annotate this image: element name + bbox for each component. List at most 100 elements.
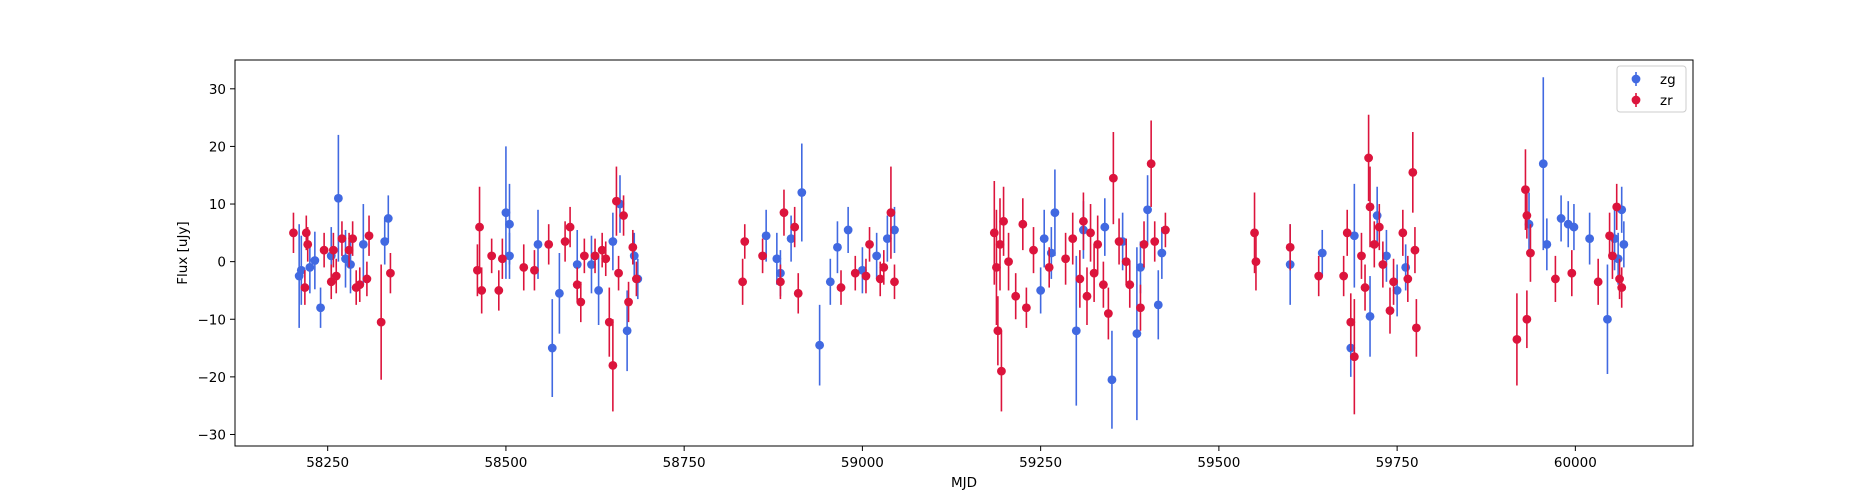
point-zg-65 [1556,214,1566,223]
point-zr-20 [487,251,497,261]
point-zr-60 [995,239,1005,249]
point-zg-2 [305,263,315,272]
point-zr-9 [344,245,354,255]
point-zr-21 [494,286,504,295]
point-zg-43 [1071,326,1081,336]
legend-label-zg: zg [1660,72,1676,88]
y-axis-label: Flux [uJy] [175,221,191,284]
point-zr-57 [989,228,999,238]
point-zr-78 [1103,309,1113,318]
x-axis-label: MJD [951,475,977,491]
point-zg-24 [629,251,639,261]
point-zr-26 [560,237,570,246]
point-zr-103 [1385,306,1395,316]
point-zg-15 [533,239,543,249]
point-zr-3 [303,239,313,249]
point-zr-6 [328,245,338,255]
point-zr-16 [386,268,395,278]
point-zg-58 [1372,211,1382,220]
point-zr-114 [1526,248,1535,258]
legend-marker-zg [1631,74,1641,84]
point-zg-32 [825,277,835,287]
point-zr-67 [1029,245,1038,255]
point-zg-16 [547,343,557,353]
point-zr-66 [1021,303,1031,313]
point-zr-23 [519,263,529,272]
legend-label-zr: zr [1660,93,1673,109]
point-zg-57 [1365,311,1375,321]
point-zg-23 [622,326,632,336]
point-zg-19 [587,260,596,269]
point-zr-53 [875,274,885,284]
point-zg-8 [346,260,355,269]
legend-marker-zr [1631,95,1641,105]
point-zr-112 [1522,211,1532,220]
point-zr-27 [565,222,575,232]
point-zg-1 [296,265,306,275]
point-zg-26 [761,231,771,241]
point-zg-42 [1050,208,1060,218]
point-zr-113 [1522,314,1532,324]
point-zg-59 [1382,251,1391,261]
point-zr-37 [614,268,623,278]
point-zg-21 [608,237,618,246]
point-zg-4 [316,303,325,313]
point-zr-32 [597,245,607,255]
point-zg-64 [1542,239,1552,249]
point-zg-67 [1569,222,1579,232]
point-zr-99 [1365,202,1375,212]
point-zr-121 [1615,274,1624,284]
point-zg-6 [333,193,343,203]
x-tick-label-5: 59500 [1197,455,1240,471]
legend: zg zr [1616,65,1687,113]
point-zr-117 [1593,277,1603,287]
point-zg-61 [1401,263,1411,272]
point-zr-119 [1608,251,1617,261]
point-zr-22 [497,254,507,264]
point-zr-8 [337,234,347,243]
point-zg-29 [786,234,796,243]
axes: 58250 58500 58750 59000 59250 59500 59750 60000… [198,59,1694,471]
point-zg-37 [882,234,892,243]
y-tick-label-2: −10 [198,312,227,328]
point-zr-46 [779,208,789,218]
x-tick-label-4: 59250 [1019,455,1062,471]
point-zg-46 [1107,375,1117,385]
point-zg-36 [872,251,882,261]
point-zg-7 [341,254,350,264]
x-tick-label-3: 59000 [841,455,884,471]
point-zg-39 [1036,286,1046,295]
point-zr-56 [890,277,899,287]
point-zr-88 [1250,228,1259,238]
point-zr-28 [572,280,582,290]
point-zr-105 [1398,228,1408,238]
point-zr-107 [1408,167,1418,177]
point-zr-83 [1136,303,1145,313]
point-zr-12 [355,280,365,290]
point-zr-100 [1369,239,1379,249]
point-zr-98 [1364,153,1374,163]
point-zr-116 [1567,268,1577,278]
point-zr-85 [1146,159,1156,169]
point-zr-68 [1044,263,1054,272]
point-zg-63 [1538,159,1548,169]
point-zg-30 [797,188,807,197]
series-zr [289,114,1627,415]
point-zr-51 [861,271,871,281]
y-tick-label-5: 20 [209,139,226,155]
point-zr-77 [1098,280,1108,290]
point-zr-109 [1411,323,1421,333]
point-zr-92 [1339,271,1349,281]
point-zr-76 [1093,239,1103,249]
point-zr-79 [1108,173,1118,183]
point-zr-50 [850,268,860,278]
point-zr-65 [1018,219,1028,229]
point-zr-34 [604,317,614,327]
point-zg-31 [815,340,825,350]
point-zr-38 [619,211,628,220]
point-zr-84 [1139,239,1149,249]
point-zr-24 [530,265,539,275]
y-tick-label-4: 10 [209,197,226,213]
